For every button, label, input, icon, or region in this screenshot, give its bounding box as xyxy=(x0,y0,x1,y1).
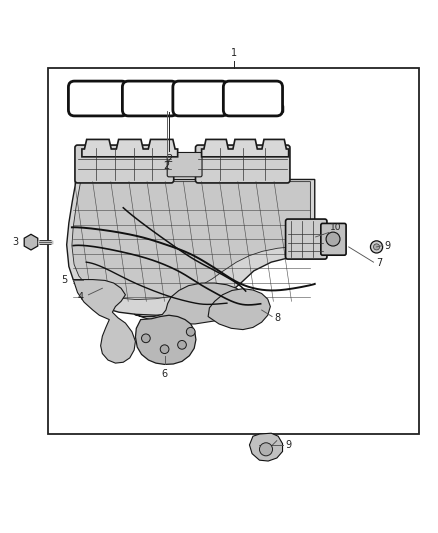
Text: 8: 8 xyxy=(275,313,281,323)
Polygon shape xyxy=(24,235,38,250)
FancyBboxPatch shape xyxy=(167,152,202,177)
Polygon shape xyxy=(208,289,270,329)
Circle shape xyxy=(374,244,380,250)
Bar xyxy=(48,68,419,434)
Text: 4: 4 xyxy=(78,292,84,302)
FancyBboxPatch shape xyxy=(68,81,127,116)
Circle shape xyxy=(371,241,383,253)
FancyBboxPatch shape xyxy=(223,81,283,116)
Text: 9: 9 xyxy=(385,240,391,251)
Circle shape xyxy=(141,334,150,343)
Text: 6: 6 xyxy=(162,369,168,379)
FancyBboxPatch shape xyxy=(122,81,177,116)
Polygon shape xyxy=(201,140,289,157)
FancyBboxPatch shape xyxy=(195,145,290,183)
FancyBboxPatch shape xyxy=(70,105,283,113)
Text: 9: 9 xyxy=(285,440,291,450)
Circle shape xyxy=(259,443,272,456)
Circle shape xyxy=(326,232,340,246)
Polygon shape xyxy=(135,315,196,365)
FancyBboxPatch shape xyxy=(173,81,228,116)
FancyBboxPatch shape xyxy=(321,223,346,255)
Polygon shape xyxy=(73,279,135,363)
Polygon shape xyxy=(250,433,283,461)
Polygon shape xyxy=(67,180,315,315)
Polygon shape xyxy=(134,283,247,324)
Polygon shape xyxy=(82,140,178,157)
Text: 2: 2 xyxy=(164,161,170,171)
Circle shape xyxy=(178,341,186,349)
Text: 7: 7 xyxy=(377,258,383,268)
FancyBboxPatch shape xyxy=(286,219,327,259)
Text: 5: 5 xyxy=(61,274,67,285)
Text: 2: 2 xyxy=(166,154,172,164)
Text: 1: 1 xyxy=(231,49,237,59)
Polygon shape xyxy=(72,182,311,300)
Circle shape xyxy=(186,327,195,336)
FancyBboxPatch shape xyxy=(75,145,174,183)
Circle shape xyxy=(160,345,169,353)
Text: 3: 3 xyxy=(12,237,18,247)
Text: 10: 10 xyxy=(330,223,342,232)
